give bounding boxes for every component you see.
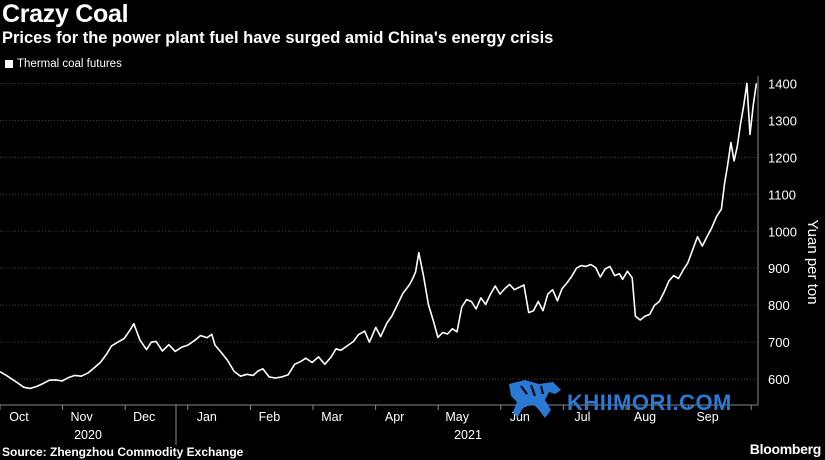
x-tick-label: Jul [574,410,590,424]
y-tick-label: 1100 [768,187,796,202]
y-axis: 600 700 800 900 1000 1100 1200 1300 1400 [757,76,797,405]
brand-logo: Bloomberg [749,441,822,457]
y-tick-label: 800 [768,298,790,313]
x-tick-label: Apr [385,410,404,424]
y-tick-label: 1200 [768,150,797,165]
y-tick-label: 1000 [768,224,797,239]
tiger-logo-icon [509,380,561,418]
x-tick-label: Oct [9,410,29,424]
legend-label: Thermal coal futures [17,58,122,70]
x-axis: Oct Nov Dec Jan Feb Mar Apr May Jun Jul Aug Sep2020… [0,404,758,445]
source-note: Source: Zhengzhou Commodity Exchange [2,445,244,459]
x-tick-label: Feb [259,410,281,424]
y-tick-label: 1400 [768,76,797,91]
y-tick-label: 600 [768,372,790,387]
x-tick-label: Dec [133,410,155,424]
chart-title: Crazy Coal [2,0,129,28]
x-tick-label: Nov [70,410,93,424]
y-tick-label: 1300 [768,113,797,128]
chart-subtitle: Prices for the power plant fuel have sur… [2,29,554,47]
year-label: 2020 [74,428,102,442]
x-tick-label: Aug [634,410,656,424]
x-tick-label: Jan [197,410,217,424]
y-tick-label: 700 [768,335,790,350]
x-tick-label: May [445,410,469,424]
watermark-text: KHIIMORI.COM [567,390,732,415]
y-axis-label: Yuan per ton [804,219,821,304]
x-tick-label: Mar [321,410,343,424]
y-tick-label: 900 [768,261,790,276]
legend-swatch [5,60,13,68]
legend: Thermal coal futures [5,58,122,70]
watermark: KHIIMORI.COM [505,376,805,422]
gridlines [0,82,758,380]
series-layer [0,82,758,390]
x-tick-label: Sep [696,410,718,424]
year-label: 2021 [454,428,482,442]
series-line-0 [0,82,758,390]
